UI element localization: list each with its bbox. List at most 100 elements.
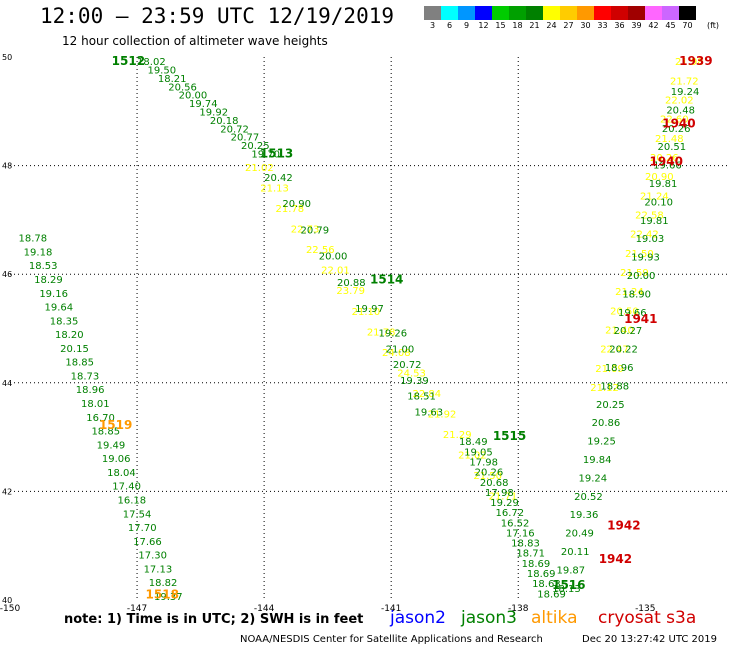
swh-value: 18.63 — [532, 579, 561, 590]
color-legend — [424, 6, 696, 20]
swh-value: 18.90 — [622, 289, 651, 300]
swh-value: 18.85 — [65, 358, 94, 369]
swh-value: 19.05 — [464, 447, 493, 458]
swh-value: 22.58 — [635, 210, 664, 221]
swh-value: 22.47 — [600, 345, 629, 356]
swh-value: 21.78 — [276, 204, 305, 215]
swh-value: 20.10 — [644, 197, 673, 208]
legend-label: 36 — [614, 21, 625, 30]
pass-number-label: 1518 — [146, 587, 179, 601]
swh-value: 21.48 — [655, 134, 684, 145]
legend-swatch — [662, 6, 679, 20]
swh-value: 21.98 — [675, 57, 704, 68]
swh-value: 19.26 — [378, 329, 407, 340]
swh-value: 19.25 — [587, 437, 616, 448]
swh-value: 19.81 — [640, 216, 669, 227]
pass-number-label: 1516 — [552, 578, 585, 592]
legend-cryosat: cryosat s3a — [598, 608, 697, 628]
swh-value: 18.35 — [50, 316, 79, 327]
swh-value: 21.72 — [670, 76, 699, 87]
swh-value: 16.52 — [501, 518, 530, 529]
swh-value: 20.25 — [241, 141, 270, 152]
swh-value: 20.26 — [475, 468, 504, 479]
swh-value: 19.37 — [154, 592, 183, 603]
legend-jason3: jason3 — [461, 608, 517, 628]
legend-swatch — [492, 6, 509, 20]
pass-number-label: 1939 — [679, 54, 712, 68]
swh-value: 19.93 — [631, 253, 660, 264]
legend-swatch — [475, 6, 492, 20]
swh-value: 24.08 — [382, 348, 411, 359]
swh-value: 20.00 — [179, 91, 208, 102]
swh-value: 19.63 — [414, 407, 443, 418]
legend-swatch — [543, 6, 560, 20]
swh-value: 18.13 — [552, 584, 581, 595]
swh-value: 21.71 — [489, 492, 518, 503]
swh-value: 21.24 — [615, 287, 644, 298]
pass-number-label: 1512 — [112, 54, 145, 68]
swh-value: 17.98 — [469, 458, 498, 469]
swh-value: 20.72 — [393, 360, 422, 371]
swh-value: 18.69 — [522, 559, 551, 570]
lat-tick-label: 46 — [2, 270, 12, 279]
lon-tick-label: -144 — [254, 604, 275, 614]
swh-value: 21.00 — [386, 344, 415, 355]
swh-value: 21.02 — [245, 163, 274, 174]
swh-value: 19.92 — [199, 107, 228, 118]
swh-value: 17.70 — [128, 523, 157, 534]
swh-value: 24.53 — [397, 368, 426, 379]
lat-tick-label: 48 — [2, 162, 12, 171]
pass-number-label: 1515 — [493, 429, 526, 443]
swh-value: 22.42 — [630, 230, 659, 241]
swh-value: 20.86 — [592, 418, 621, 429]
legend-swatch — [645, 6, 662, 20]
swh-value: 20.50 — [610, 306, 639, 317]
swh-value: 20.27 — [614, 326, 643, 337]
lon-tick-label: -147 — [127, 604, 147, 614]
swh-value: 19.29 — [490, 498, 519, 509]
swh-value: 20.52 — [574, 492, 603, 503]
lon-tick-label: -138 — [508, 604, 529, 614]
pass-number-label: 1942 — [599, 552, 632, 566]
swh-value: 18.96 — [605, 363, 634, 374]
swh-value: 18.69 — [527, 569, 556, 580]
lon-tick-label: -141 — [381, 604, 401, 614]
legend-label: 21 — [529, 21, 540, 30]
timestamp: Dec 20 13:27:42 UTC 2019 — [582, 634, 717, 645]
swh-value: 21.10 — [352, 307, 381, 318]
legend-label: 24 — [546, 21, 557, 30]
swh-value: 21.59 — [620, 268, 649, 279]
lon-tick-label: -135 — [635, 604, 655, 614]
swh-value: 19.03 — [636, 234, 665, 245]
swh-value: 20.72 — [220, 124, 249, 135]
swh-value: 19.87 — [557, 565, 586, 576]
swh-value: 20.77 — [231, 133, 260, 144]
lon-tick-label: -150 — [0, 604, 20, 614]
legend-label: 27 — [563, 21, 574, 30]
swh-value: 18.96 — [76, 385, 105, 396]
swh-value: 21.02 — [458, 450, 487, 461]
swh-value: 20.68 — [480, 478, 509, 489]
pass-number-label: 1940 — [650, 155, 683, 169]
swh-value: 21.50 — [625, 249, 654, 260]
swh-value: 20.26 — [650, 153, 679, 164]
swh-value: 17.66 — [133, 537, 162, 548]
pass-number-label: 1941 — [624, 312, 657, 326]
legend-label: 12 — [478, 21, 489, 30]
swh-value: 20.00 — [627, 271, 656, 282]
legend-swatch — [441, 6, 458, 20]
chart-subtitle: 12 hour collection of altimeter wave hei… — [62, 34, 328, 48]
legend-swatch — [679, 6, 696, 20]
swh-value: 19.74 — [189, 99, 218, 110]
swh-value: 21.29 — [443, 430, 472, 441]
swh-value: 17.13 — [144, 564, 173, 575]
swh-value: 22.56 — [306, 245, 335, 256]
swh-value: 19.66 — [618, 308, 647, 319]
legend-label: 18 — [512, 21, 523, 30]
swh-value: 18.49 — [459, 437, 488, 448]
legend-swatch — [577, 6, 594, 20]
swh-value: 20.11 — [561, 547, 590, 558]
swh-value: 19.24 — [671, 87, 700, 98]
pass-number-label: 1513 — [260, 146, 293, 160]
swh-value: 19.50 — [147, 66, 176, 77]
